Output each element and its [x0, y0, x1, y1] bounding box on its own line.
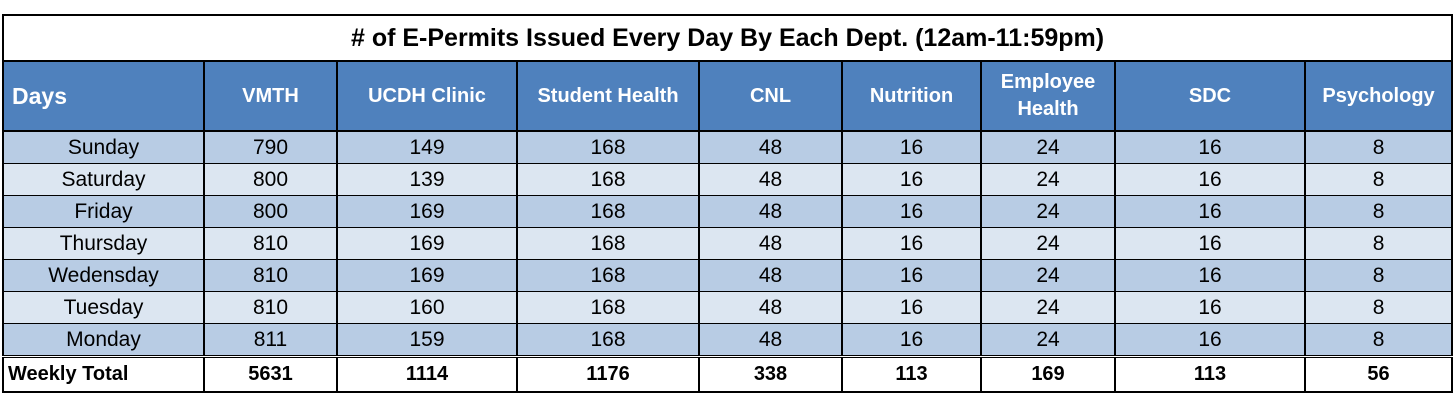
value-cell[interactable]: 168 [516, 259, 700, 292]
value-cell[interactable]: 149 [336, 130, 518, 164]
value-cell[interactable]: 24 [980, 259, 1116, 292]
total-cell[interactable]: 113 [841, 355, 982, 393]
value-cell[interactable]: 16 [1114, 163, 1306, 196]
column-header-cnl[interactable]: CNL [698, 60, 843, 132]
total-cell[interactable]: 56 [1303, 355, 1454, 393]
table-title[interactable]: # of E-Permits Issued Every Day By Each … [1, 14, 1454, 62]
table-row: Saturday 800 139 168 48 16 24 16 8 [2, 163, 1454, 196]
value-cell[interactable]: 168 [516, 163, 700, 196]
column-header-days[interactable]: Days [2, 60, 205, 132]
value-cell[interactable]: 810 [203, 227, 338, 260]
table-row: Wedensday 810 169 168 48 16 24 16 8 [2, 259, 1454, 292]
title-row: # of E-Permits Issued Every Day By Each … [1, 14, 1454, 62]
value-cell[interactable]: 8 [1303, 323, 1454, 357]
column-header-vmth[interactable]: VMTH [203, 60, 338, 132]
day-cell[interactable]: Sunday [2, 130, 205, 164]
value-cell[interactable]: 48 [698, 195, 843, 228]
table-row: Sunday 790 149 168 48 16 24 16 8 [2, 130, 1454, 164]
value-cell[interactable]: 8 [1303, 195, 1454, 228]
column-header-employee-health[interactable]: Employee Health [980, 60, 1116, 132]
value-cell[interactable]: 790 [203, 130, 338, 164]
value-cell[interactable]: 811 [203, 323, 338, 357]
value-cell[interactable]: 48 [698, 323, 843, 357]
value-cell[interactable]: 24 [980, 195, 1116, 228]
day-cell[interactable]: Saturday [2, 163, 205, 196]
column-header-nutrition[interactable]: Nutrition [841, 60, 982, 132]
value-cell[interactable]: 169 [336, 259, 518, 292]
value-cell[interactable]: 168 [516, 291, 700, 324]
table-row: Tuesday 810 160 168 48 16 24 16 8 [2, 291, 1454, 324]
column-header-sdc[interactable]: SDC [1114, 60, 1306, 132]
column-header-psychology[interactable]: Psychology [1303, 60, 1454, 132]
header-row: Days VMTH UCDH Clinic Student Health CNL… [2, 60, 1454, 132]
value-cell[interactable]: 16 [1114, 227, 1306, 260]
value-cell[interactable]: 800 [203, 163, 338, 196]
value-cell[interactable]: 139 [336, 163, 518, 196]
total-cell[interactable]: 5631 [203, 355, 338, 393]
total-cell[interactable]: 1176 [516, 355, 700, 393]
value-cell[interactable]: 8 [1303, 291, 1454, 324]
value-cell[interactable]: 48 [698, 130, 843, 164]
column-header-student-health[interactable]: Student Health [516, 60, 700, 132]
value-cell[interactable]: 16 [1114, 259, 1306, 292]
value-cell[interactable]: 810 [203, 259, 338, 292]
value-cell[interactable]: 16 [1114, 130, 1306, 164]
total-cell[interactable]: 1114 [336, 355, 518, 393]
value-cell[interactable]: 16 [1114, 195, 1306, 228]
value-cell[interactable]: 16 [1114, 323, 1306, 357]
value-cell[interactable]: 16 [841, 323, 982, 357]
value-cell[interactable]: 48 [698, 259, 843, 292]
weekly-total-label[interactable]: Weekly Total [2, 355, 205, 393]
value-cell[interactable]: 24 [980, 130, 1116, 164]
permits-table: # of E-Permits Issued Every Day By Each … [1, 14, 1454, 393]
value-cell[interactable]: 8 [1303, 163, 1454, 196]
total-cell[interactable]: 169 [980, 355, 1116, 393]
value-cell[interactable]: 16 [841, 227, 982, 260]
total-cell[interactable]: 113 [1114, 355, 1306, 393]
column-header-ucdh-clinic[interactable]: UCDH Clinic [336, 60, 518, 132]
value-cell[interactable]: 8 [1303, 227, 1454, 260]
value-cell[interactable]: 24 [980, 227, 1116, 260]
value-cell[interactable]: 16 [841, 163, 982, 196]
day-cell[interactable]: Tuesday [2, 291, 205, 324]
total-cell[interactable]: 338 [698, 355, 843, 393]
day-cell[interactable]: Wedensday [2, 259, 205, 292]
value-cell[interactable]: 168 [516, 227, 700, 260]
value-cell[interactable]: 16 [841, 195, 982, 228]
value-cell[interactable]: 168 [516, 195, 700, 228]
value-cell[interactable]: 48 [698, 227, 843, 260]
value-cell[interactable]: 159 [336, 323, 518, 357]
value-cell[interactable]: 24 [980, 163, 1116, 196]
value-cell[interactable]: 16 [841, 130, 982, 164]
value-cell[interactable]: 169 [336, 195, 518, 228]
weekly-total-row: Weekly Total 5631 1114 1176 338 113 169 113 56 [2, 355, 1454, 393]
value-cell[interactable]: 16 [841, 259, 982, 292]
day-cell[interactable]: Monday [2, 323, 205, 357]
value-cell[interactable]: 160 [336, 291, 518, 324]
value-cell[interactable]: 800 [203, 195, 338, 228]
value-cell[interactable]: 48 [698, 291, 843, 324]
day-cell[interactable]: Friday [2, 195, 205, 228]
value-cell[interactable]: 8 [1303, 130, 1454, 164]
value-cell[interactable]: 169 [336, 227, 518, 260]
value-cell[interactable]: 16 [841, 291, 982, 324]
table-row: Friday 800 169 168 48 16 24 16 8 [2, 195, 1454, 228]
value-cell[interactable]: 24 [980, 291, 1116, 324]
value-cell[interactable]: 168 [516, 323, 700, 357]
value-cell[interactable]: 8 [1303, 259, 1454, 292]
value-cell[interactable]: 168 [516, 130, 700, 164]
value-cell[interactable]: 16 [1114, 291, 1306, 324]
table-row: Monday 811 159 168 48 16 24 16 8 [2, 323, 1454, 357]
value-cell[interactable]: 48 [698, 163, 843, 196]
day-cell[interactable]: Thursday [2, 227, 205, 260]
value-cell[interactable]: 810 [203, 291, 338, 324]
value-cell[interactable]: 24 [980, 323, 1116, 357]
table-row: Thursday 810 169 168 48 16 24 16 8 [2, 227, 1454, 260]
